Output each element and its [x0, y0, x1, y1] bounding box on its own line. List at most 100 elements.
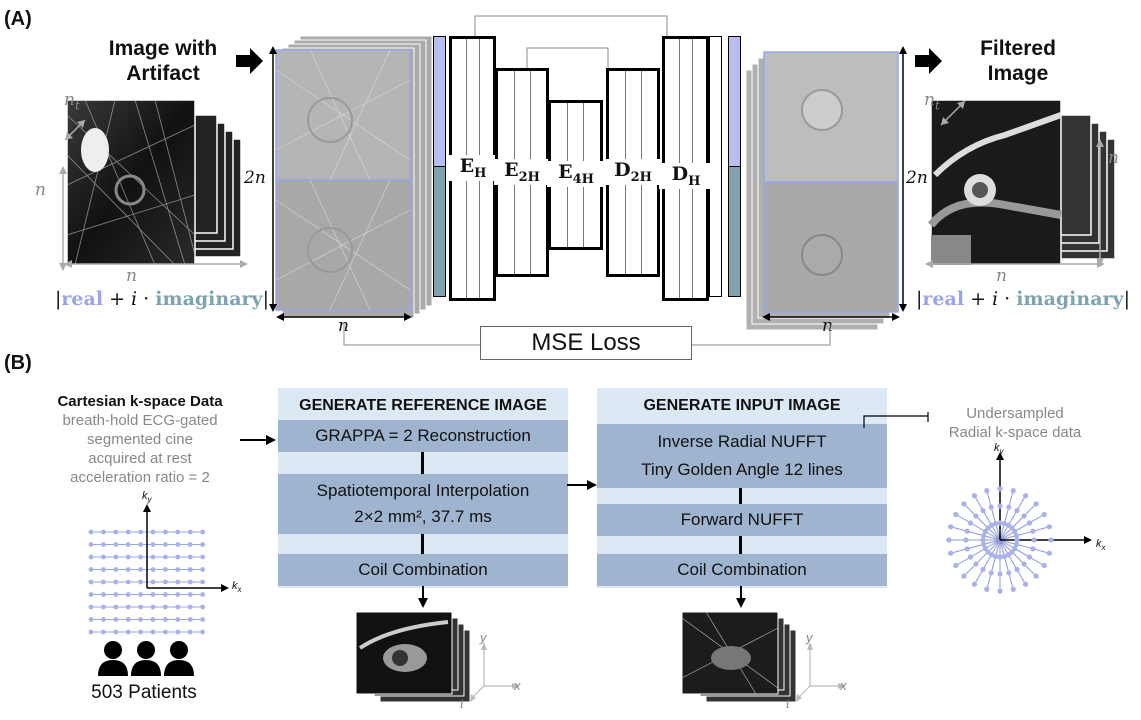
radial-sample [1001, 520, 1007, 527]
radial-sample [1021, 513, 1027, 519]
radial-sample [948, 524, 954, 530]
inverse-nufft-line-2: Tiny Golden Angle 12 lines [641, 460, 843, 479]
kspace-sample [113, 567, 119, 572]
radial-sample [967, 520, 974, 526]
radial-sample [1030, 546, 1036, 552]
input-2n-arrow [269, 46, 277, 312]
encoder-2h-label: E2H [494, 159, 550, 185]
radial-sample [1005, 522, 1012, 528]
interpolation-step: Spatiotemporal Interpolation 2×2 mm², 37… [278, 474, 568, 534]
kspace-sample [125, 554, 131, 560]
radial-sample [984, 586, 990, 592]
reference-title: GENERATE REFERENCE IMAGE [278, 394, 568, 418]
kspace-sample [138, 567, 143, 572]
radial-sample [953, 562, 959, 569]
kspace-sample [163, 542, 168, 547]
radial-sample [1046, 550, 1052, 556]
kspace-sample [101, 529, 106, 535]
output-bottom-dimension-arrow [925, 260, 1105, 268]
source-line-3: acquired at rest [88, 450, 192, 467]
kspace-sample [88, 529, 94, 535]
radial-sample [997, 486, 1003, 492]
input-image-title: Image with Artifact [108, 37, 218, 85]
radial-sample [985, 525, 991, 531]
kspace-sample [125, 542, 131, 547]
radial-sample [1014, 507, 1020, 514]
encoder-h-label: EH [446, 155, 500, 181]
radial-sample [997, 520, 1003, 526]
radial-sample [1014, 566, 1020, 573]
kspace-sample [187, 529, 193, 535]
output-height-n-label: n [1108, 148, 1119, 168]
radial-sample [1014, 537, 1020, 543]
radial-sample [948, 550, 954, 556]
input-image-thumb-stack [681, 611, 797, 703]
kspace-sample [125, 579, 131, 585]
output-block-arrow-icon [915, 48, 942, 74]
kspace-sample [113, 617, 119, 622]
kspace-sample [200, 604, 205, 610]
radial-sample [971, 493, 978, 499]
grappa-step: GRAPPA = 2 Reconstruction [278, 420, 568, 452]
radial-sample [980, 566, 986, 573]
reference-xyt-axes [470, 642, 520, 702]
input-n-label: n [338, 316, 349, 336]
radial-sample [982, 528, 988, 535]
kspace-sample [163, 629, 168, 635]
inverse-nufft-step: Inverse Radial NUFFT Tiny Golden Angle 1… [597, 424, 887, 488]
input-n-arrow [276, 313, 412, 321]
radial-sample [980, 541, 987, 547]
kspace-sample [187, 604, 193, 610]
ref-axis-t: t [460, 696, 464, 711]
radial-kspace-label: Undersampled Radial k-space data [935, 404, 1095, 442]
kspace-sample [113, 529, 119, 535]
radial-sample [1005, 552, 1012, 558]
radial-label-line-2: Radial k-space data [948, 424, 1082, 441]
interp-line-2: 2×2 mm², 37.7 ms [354, 507, 492, 526]
source-description: Cartesian k-space Data breath-hold ECG-g… [30, 392, 250, 487]
left-dimension-arrows [59, 119, 86, 271]
ref-connector-2 [421, 534, 424, 554]
kspace-sample [200, 554, 205, 560]
kspace-sample [138, 529, 143, 535]
kspace-sample [163, 617, 168, 622]
panel-b-label: (B) [4, 352, 32, 374]
encoder-2h-block: E2H [494, 68, 550, 277]
radial-sample [1033, 573, 1039, 579]
source-arrow-icon [240, 435, 276, 445]
radial-sample [1009, 525, 1015, 531]
radial-sample [963, 537, 969, 543]
input-connector-1 [739, 488, 742, 504]
radial-sample [997, 588, 1003, 594]
ref-axis-y: y [480, 630, 487, 645]
forward-nufft-step: Forward NUFFT [597, 504, 887, 536]
kspace-sample [88, 629, 94, 635]
kspace-sample [101, 567, 106, 572]
kspace-sample [187, 542, 193, 547]
input-coil-step: Coil Combination [597, 554, 887, 586]
output-real-channel [728, 36, 741, 167]
input-xyt-axes [796, 642, 846, 702]
kspace-sample [163, 554, 168, 560]
kspace-sample [150, 554, 156, 560]
kspace-sample [88, 604, 94, 610]
output-n-label: n [822, 316, 833, 336]
input-axis-y: y [806, 630, 813, 645]
radial-sample [993, 553, 999, 560]
source-line-2: segmented cine [87, 431, 193, 448]
kspace-sample [101, 542, 106, 547]
network-input-stack [275, 35, 433, 319]
decoder-h-block: DH [659, 36, 713, 301]
radial-sample [982, 545, 988, 552]
radial-sample [1013, 541, 1020, 547]
kspace-sample [200, 567, 205, 572]
kspace-sample [138, 579, 143, 585]
patients-count: 503 Patients [91, 682, 197, 703]
kspace-sample [88, 592, 94, 597]
radial-sample [1010, 488, 1016, 494]
radial-sample [971, 581, 978, 587]
reference-down-arrow-icon [418, 586, 428, 608]
radial-sample [1021, 561, 1027, 567]
reference-to-input-arrow-icon [567, 480, 597, 490]
kspace-sample [175, 542, 181, 547]
